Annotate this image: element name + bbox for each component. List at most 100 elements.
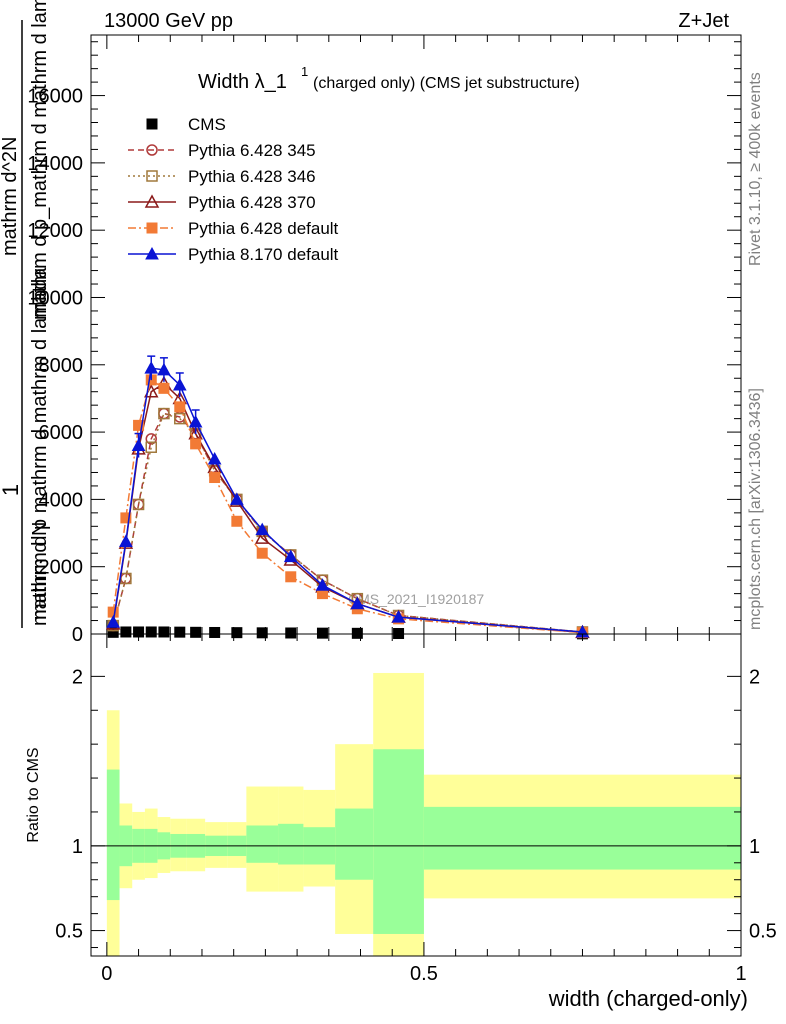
series-line: [112, 412, 583, 633]
x-tick-label: 1: [735, 963, 746, 985]
data-point: [230, 492, 244, 505]
ratio-tick-label-right: 2: [749, 666, 760, 688]
data-point: [145, 441, 157, 453]
legend-marker: [145, 246, 159, 260]
ylabel-numerator: 1: [0, 484, 23, 496]
y-tick-label: 12000: [27, 220, 83, 242]
data-point: [172, 377, 187, 391]
rivet-label: Rivet 3.1.10, ≥ 400k events: [747, 72, 764, 266]
x-tick-label: 0: [101, 963, 112, 985]
legend-label: CMS: [188, 115, 226, 134]
y-tick-label: 0: [72, 624, 83, 646]
y-tick-label: 14000: [27, 153, 83, 175]
ylabel-dpdl-2: mathrm d p mathrm d mathrm d lambda: [29, 267, 51, 620]
y-tick-label: 6000: [39, 422, 84, 444]
data-point: [120, 626, 132, 638]
legend-marker: [146, 170, 158, 182]
ratio-band-inner: [335, 808, 374, 880]
plot-title: Width λ_1 1 (charged only) (CMS jet subs…: [198, 64, 580, 93]
series-0: [107, 626, 588, 640]
data-point: [158, 626, 170, 638]
data-point: [132, 498, 145, 511]
data-point: [256, 627, 268, 639]
data-point: [350, 596, 365, 610]
legend-marker: [146, 222, 158, 234]
y-tick-label: 2000: [39, 557, 84, 579]
data-point: [174, 401, 186, 413]
main-y-axis: 0 2000 4000 6000 8000 10000 12000 14000 16000: [27, 41, 741, 646]
legend: CMS Pythia 6.428 345 Pythia 6.428 346 Pythi…: [128, 115, 339, 264]
ylabel-dpdl-1: mathrm d p_mathrm d mathrm d lambda: [29, 0, 51, 320]
data-point: [393, 627, 405, 639]
ratio-band-inner: [246, 825, 279, 863]
ratio-panel-frame: [90, 633, 742, 957]
data-point: [316, 627, 328, 639]
data-point: [285, 627, 297, 639]
legend-entry: Pythia 6.428 default: [128, 219, 339, 238]
legend-label: Pythia 6.428 345: [188, 141, 316, 160]
data-point: [256, 547, 268, 559]
ratio-tick-label: 1: [72, 836, 83, 858]
data-point: [209, 626, 221, 638]
data-point: [119, 534, 133, 547]
ratio-tick-label: 0.5: [55, 921, 83, 943]
header-left: 13000 GeV pp: [104, 10, 233, 32]
y-tick-label: 10000: [27, 287, 83, 309]
legend-entry: CMS: [146, 115, 226, 134]
series-5: [106, 355, 590, 638]
ratio-tick-label: 2: [72, 666, 83, 688]
data-point: [231, 627, 243, 639]
ratio-band-inner: [373, 749, 424, 934]
data-point: [190, 626, 202, 638]
mcplots-label: mcplots.cern.ch [arXiv:1306.3436]: [747, 388, 764, 630]
data-point: [145, 626, 157, 638]
data-point: [283, 549, 298, 563]
data-point: [158, 407, 170, 420]
legend-marker: [144, 194, 160, 208]
data-point: [144, 361, 159, 374]
data-point: [133, 419, 145, 431]
x-axis-label: width (charged-only): [548, 986, 748, 1011]
ylabel-d2n: mathrm d^2N: [0, 137, 21, 256]
y-tick-label: 4000: [39, 489, 84, 511]
ratio-y-axis: 0.5 0.5 1 1 2 2: [55, 666, 777, 949]
ratio-ylabel: Ratio to CMS: [25, 747, 42, 842]
data-point: [391, 610, 406, 623]
title-rest: (charged only) (CMS jet substructure): [313, 75, 580, 92]
data-point: [120, 512, 132, 524]
ratio-tick-label-right: 1: [749, 836, 760, 858]
data-point: [207, 451, 222, 465]
ratio-tick-label-right: 0.5: [749, 921, 777, 943]
ratio-band-inner: [106, 769, 120, 901]
legend-marker: [146, 144, 158, 156]
ratio-bands: [106, 672, 741, 956]
analysis-watermark: CMS_2021_I1920187: [348, 591, 484, 607]
data-point: [254, 530, 270, 544]
data-point: [145, 433, 157, 445]
title-main: Width λ_1: [198, 71, 287, 93]
data-point: [131, 438, 146, 452]
ratio-x-axis: 0 0.5 1: [101, 634, 747, 985]
ylabel-denominator: mathrm d N: [29, 522, 51, 626]
data-point: [158, 382, 170, 394]
y-tick-label: 8000: [39, 355, 84, 377]
data-point: [143, 384, 159, 398]
data-point: [157, 362, 171, 376]
data-point: [285, 571, 297, 583]
data-point: [106, 615, 121, 628]
data-point: [188, 414, 203, 428]
data-point: [315, 578, 330, 591]
legend-entry: Pythia 6.428 370: [128, 193, 316, 212]
y-tick-label: 16000: [27, 86, 83, 108]
title-superscript: 1: [301, 64, 308, 79]
data-point: [351, 627, 363, 639]
legend-label: Pythia 8.170 default: [188, 245, 339, 264]
ratio-band-inner: [423, 806, 741, 870]
legend-label: Pythia 6.428 default: [188, 219, 339, 238]
header-right: Z+Jet: [678, 10, 729, 32]
x-tick-label: 0.5: [410, 963, 438, 985]
data-point: [209, 472, 221, 484]
data-point: [231, 515, 243, 527]
legend-label: Pythia 6.428 346: [188, 167, 316, 186]
